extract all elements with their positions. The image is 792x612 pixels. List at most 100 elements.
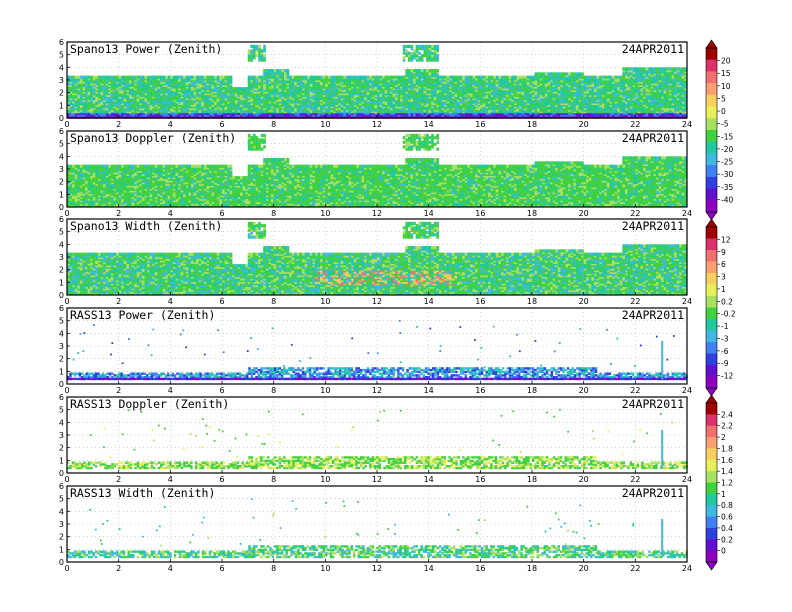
data-cell <box>444 76 447 79</box>
data-cell <box>263 69 266 72</box>
data-cell <box>126 76 129 79</box>
data-cell <box>338 76 341 79</box>
data-cell <box>473 76 476 79</box>
data-cell <box>395 76 398 79</box>
data-cell <box>465 76 468 79</box>
data-cell <box>209 76 212 79</box>
data-cell <box>356 76 359 79</box>
data-cell <box>72 76 75 79</box>
radar-figure: 0 2 4 6 8 10 12 14 16 18 20 22 240123456 Spano13 Powe… <box>0 0 792 612</box>
data-cell <box>214 76 217 79</box>
data-cell <box>204 76 207 79</box>
data-cell <box>77 76 80 79</box>
data-cell <box>212 76 215 79</box>
data-cell <box>178 76 181 79</box>
data-cell <box>341 76 344 79</box>
data-cell <box>514 76 517 79</box>
data-cell <box>504 76 507 79</box>
data-cell <box>225 76 228 79</box>
data-cell <box>421 69 424 72</box>
data-cell <box>111 76 114 79</box>
data-cell <box>222 76 225 79</box>
data-cell <box>101 76 104 79</box>
data-cell <box>155 76 158 79</box>
data-cell <box>315 76 318 79</box>
data-cell <box>571 72 574 75</box>
data-cell <box>553 72 556 75</box>
data-cell <box>537 72 540 75</box>
data-cell <box>271 69 274 72</box>
data-cell <box>457 76 460 79</box>
data-cell <box>434 69 437 72</box>
data-cell <box>385 76 388 79</box>
data-cell <box>380 76 383 79</box>
data-cell <box>238 87 241 90</box>
data-cell <box>558 72 561 75</box>
data-cell <box>157 76 160 79</box>
data-cell <box>217 76 220 79</box>
data-cell <box>312 76 315 79</box>
data-cell <box>480 76 483 79</box>
data-cell <box>449 76 452 79</box>
data-cell <box>281 69 284 72</box>
data-cell <box>436 69 439 72</box>
data-cell <box>116 76 119 79</box>
data-cell <box>343 76 346 79</box>
data-cell <box>325 76 328 79</box>
data-cell <box>129 76 132 79</box>
data-cell <box>416 69 419 72</box>
data-cell <box>506 76 509 79</box>
data-cell <box>145 76 148 79</box>
data-cell <box>382 76 385 79</box>
data-cell <box>349 76 352 79</box>
data-cell <box>121 76 124 79</box>
data-cell <box>532 76 535 79</box>
data-cell <box>491 76 494 79</box>
data-cell <box>488 76 491 79</box>
data-cell <box>196 76 199 79</box>
data-cell <box>455 76 458 79</box>
data-cell <box>124 76 127 79</box>
data-cell <box>475 76 478 79</box>
data-cell <box>509 76 512 79</box>
data-cell <box>266 69 269 72</box>
data-cell <box>429 69 432 72</box>
data-cell <box>367 76 370 79</box>
data-cell <box>318 76 321 79</box>
data-cell <box>152 76 155 79</box>
data-cell <box>542 72 545 75</box>
data-cell <box>346 76 349 79</box>
data-cell <box>139 76 142 79</box>
data-cell <box>398 76 401 79</box>
data-cell <box>323 76 326 79</box>
data-cell <box>269 69 272 72</box>
data-cell <box>524 76 527 79</box>
data-cell <box>235 87 238 90</box>
data-cell <box>555 72 558 75</box>
data-cell <box>336 76 339 79</box>
data-cell <box>183 76 186 79</box>
data-cell <box>194 76 197 79</box>
data-cell <box>83 76 86 79</box>
data-cell <box>439 76 442 79</box>
data-cell <box>258 76 261 79</box>
data-cell <box>501 76 504 79</box>
data-cell <box>522 76 525 79</box>
data-cell <box>207 76 210 79</box>
data-cell <box>320 76 323 79</box>
data-cell <box>527 76 530 79</box>
data-cell <box>333 76 336 79</box>
data-cell <box>142 76 145 79</box>
data-cell <box>95 76 98 79</box>
data-cell <box>566 72 569 75</box>
data-cell <box>310 76 313 79</box>
data-cell <box>519 76 522 79</box>
data-cell <box>470 76 473 79</box>
data-cell <box>85 76 88 79</box>
data-cell <box>300 76 303 79</box>
data-cell <box>90 76 93 79</box>
data-cell <box>307 76 310 79</box>
data-cell <box>431 69 434 72</box>
data-cell <box>243 87 246 90</box>
data-cell <box>297 76 300 79</box>
